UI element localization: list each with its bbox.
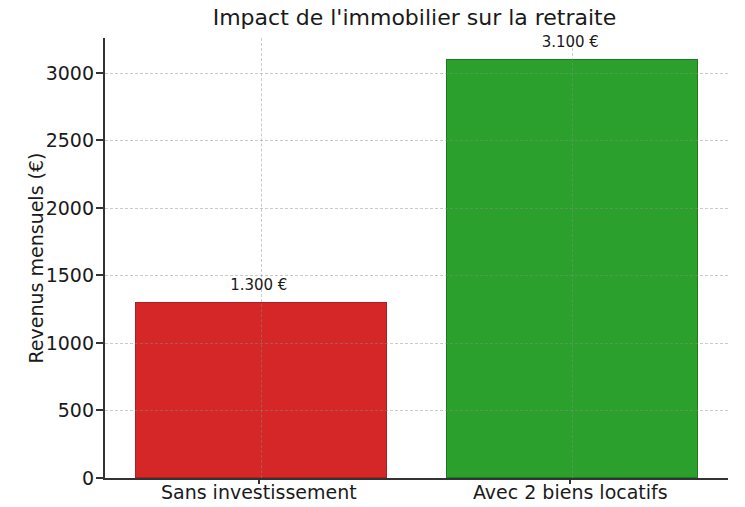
grid-line-horizontal xyxy=(105,343,728,344)
y-tick-mark xyxy=(96,274,103,276)
grid-line-vertical xyxy=(261,38,262,478)
bar-chart-figure: Impact de l'immobilier sur la retraite R… xyxy=(0,0,745,507)
grid-line-horizontal xyxy=(105,208,728,209)
grid-line-horizontal xyxy=(105,410,728,411)
bar-value-label: 3.100 € xyxy=(470,33,670,51)
grid-line-vertical xyxy=(572,38,573,478)
grid-line-horizontal xyxy=(105,73,728,74)
y-tick-label: 2500 xyxy=(0,129,94,151)
y-tick-label: 3000 xyxy=(0,62,94,84)
y-tick-label: 1000 xyxy=(0,332,94,354)
bar-value-label: 1.300 € xyxy=(159,276,359,294)
y-tick-mark xyxy=(96,342,103,344)
y-tick-label: 2000 xyxy=(0,197,94,219)
grid-line-horizontal xyxy=(105,140,728,141)
plot-area xyxy=(103,38,728,480)
y-tick-mark xyxy=(96,409,103,411)
x-tick-label: Sans investissement xyxy=(99,481,419,503)
x-tick-label: Avec 2 biens locatifs xyxy=(410,481,730,503)
y-tick-mark xyxy=(96,207,103,209)
y-tick-label: 500 xyxy=(0,399,94,421)
y-tick-mark xyxy=(96,72,103,74)
y-tick-label: 0 xyxy=(0,467,94,489)
y-tick-label: 1500 xyxy=(0,264,94,286)
y-tick-mark xyxy=(96,139,103,141)
y-tick-mark xyxy=(96,477,103,479)
chart-title: Impact de l'immobilier sur la retraite xyxy=(103,5,726,31)
